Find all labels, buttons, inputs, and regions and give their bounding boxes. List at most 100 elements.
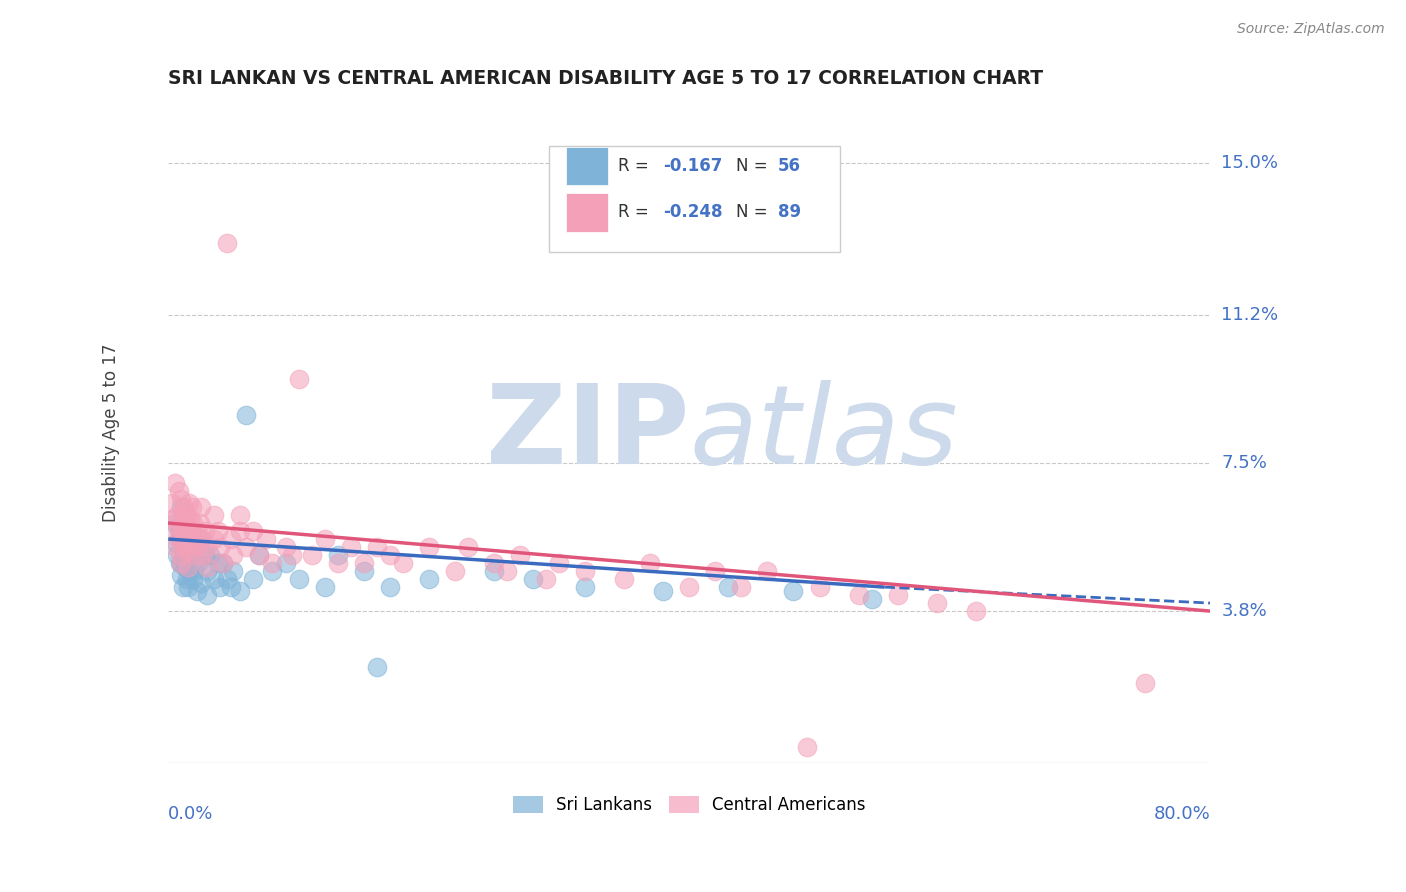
Text: ZIP: ZIP	[486, 380, 689, 486]
Point	[202, 532, 225, 546]
Point	[179, 528, 201, 542]
FancyBboxPatch shape	[567, 147, 607, 186]
Point	[180, 500, 202, 514]
Point	[198, 548, 221, 562]
Point	[209, 580, 232, 594]
Point	[808, 580, 831, 594]
Point	[782, 584, 804, 599]
Point	[704, 564, 727, 578]
Point	[170, 516, 193, 530]
Point	[190, 532, 212, 546]
Point	[193, 548, 215, 562]
Point	[574, 580, 596, 594]
Point	[195, 588, 218, 602]
Point	[229, 524, 252, 538]
Point	[366, 540, 388, 554]
Text: 11.2%: 11.2%	[1222, 306, 1278, 324]
Point	[314, 532, 336, 546]
Point	[235, 540, 257, 554]
Text: 80.0%: 80.0%	[1153, 805, 1211, 822]
Point	[391, 556, 413, 570]
Point	[281, 548, 304, 562]
Point	[170, 491, 193, 506]
Point	[353, 564, 375, 578]
Point	[534, 572, 557, 586]
Point	[177, 524, 200, 538]
Point	[194, 524, 217, 538]
Point	[176, 508, 198, 522]
Point	[190, 500, 212, 514]
Point	[457, 540, 479, 554]
Text: 3.8%: 3.8%	[1222, 602, 1267, 620]
Point	[174, 516, 197, 530]
Point	[170, 556, 193, 570]
Text: Disability Age 5 to 17: Disability Age 5 to 17	[103, 343, 120, 523]
Point	[314, 580, 336, 594]
Text: 0.0%: 0.0%	[169, 805, 214, 822]
Point	[254, 532, 277, 546]
Point	[194, 548, 217, 562]
Point	[353, 556, 375, 570]
Point	[509, 548, 531, 562]
Point	[229, 584, 252, 599]
Text: N =: N =	[737, 202, 773, 221]
Point	[242, 524, 264, 538]
Point	[482, 556, 505, 570]
Point	[548, 556, 571, 570]
Point	[242, 572, 264, 586]
Point	[183, 564, 205, 578]
Text: 15.0%: 15.0%	[1222, 154, 1278, 172]
Point	[195, 564, 218, 578]
Point	[180, 524, 202, 538]
Point	[235, 408, 257, 422]
Point	[249, 548, 271, 562]
Point	[166, 508, 188, 522]
Point	[181, 516, 204, 530]
Point	[219, 532, 242, 546]
Point	[179, 564, 201, 578]
Point	[180, 548, 202, 562]
Point	[170, 556, 193, 570]
Point	[177, 552, 200, 566]
Point	[443, 564, 465, 578]
Point	[496, 564, 519, 578]
Point	[222, 564, 245, 578]
Point	[172, 580, 194, 594]
Point	[796, 740, 818, 755]
Point	[170, 500, 193, 514]
Point	[190, 576, 212, 591]
Point	[613, 572, 636, 586]
Point	[163, 476, 186, 491]
Point	[301, 548, 323, 562]
Point	[207, 556, 229, 570]
Point	[1133, 676, 1156, 690]
Text: R =: R =	[619, 202, 654, 221]
Point	[274, 540, 297, 554]
Point	[195, 540, 218, 554]
Point	[173, 500, 195, 514]
Point	[169, 548, 191, 562]
Point	[177, 560, 200, 574]
Point	[638, 556, 661, 570]
Text: R =: R =	[619, 157, 654, 175]
Point	[886, 588, 908, 602]
Point	[166, 548, 188, 562]
Point	[860, 592, 883, 607]
Point	[162, 512, 184, 526]
Point	[522, 572, 544, 586]
Point	[163, 524, 186, 538]
Text: atlas: atlas	[689, 380, 957, 486]
Point	[207, 524, 229, 538]
Point	[172, 524, 194, 538]
Point	[730, 580, 752, 594]
FancyBboxPatch shape	[567, 194, 607, 232]
Point	[163, 516, 186, 530]
Point	[378, 548, 401, 562]
Point	[215, 235, 238, 250]
Point	[366, 660, 388, 674]
Point	[186, 524, 208, 538]
Point	[652, 584, 675, 599]
FancyBboxPatch shape	[548, 146, 841, 252]
Point	[202, 508, 225, 522]
Text: -0.167: -0.167	[664, 157, 723, 175]
